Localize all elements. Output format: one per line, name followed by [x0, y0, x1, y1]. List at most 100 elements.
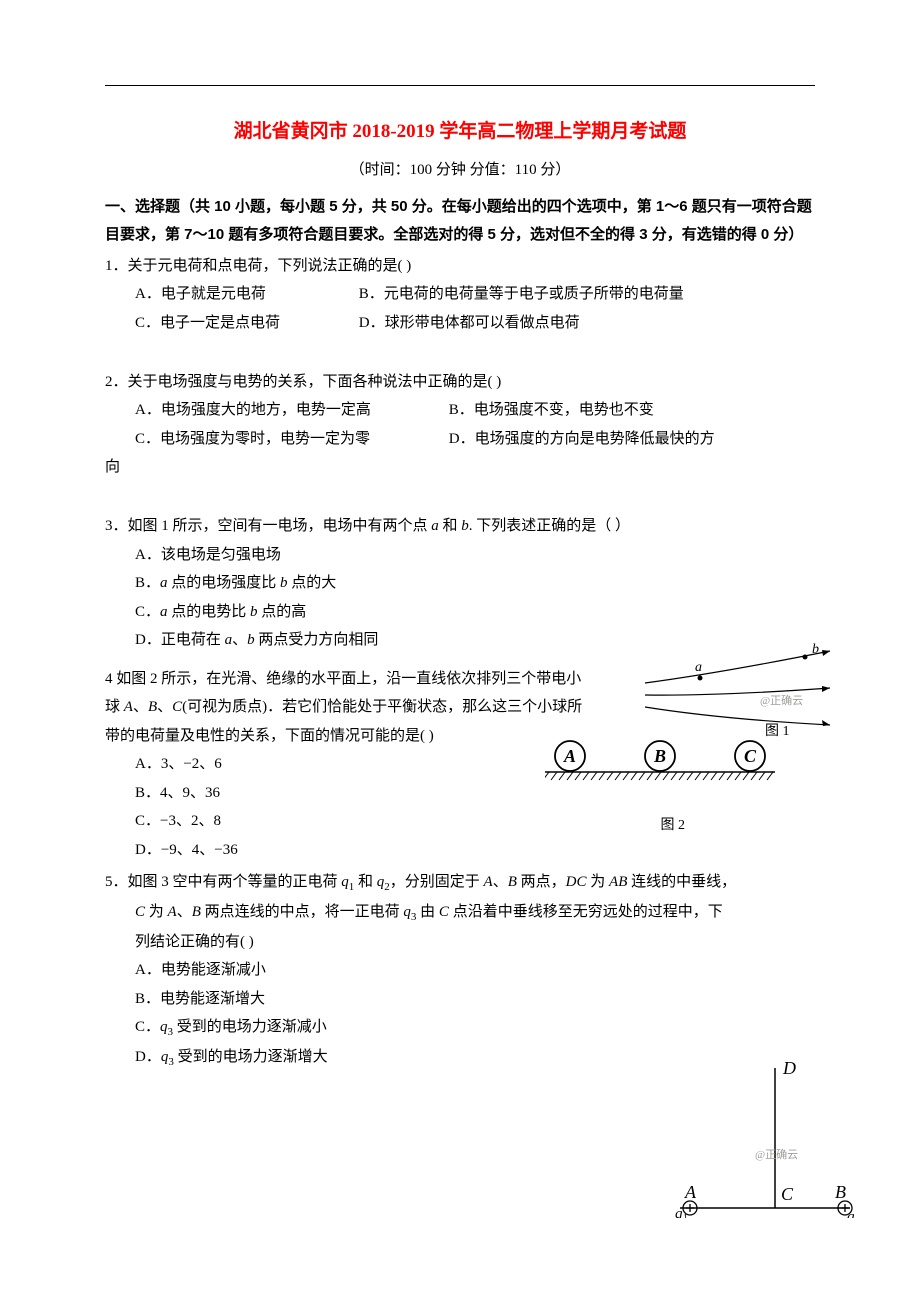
- fig2-A: A: [563, 746, 576, 766]
- q5-A2: A: [168, 904, 177, 920]
- q5-l2-m2: 、: [177, 904, 192, 920]
- q1-stem: 1．关于元电荷和点电荷，下列说法正确的是( ): [105, 252, 815, 281]
- q3-d-post: 两点受力方向相同: [255, 632, 379, 648]
- question-4: a b @正确云 图 1 4 如图 2 所示，在光滑、绝缘的水平面上，沿一直线依…: [105, 665, 815, 865]
- fig3-B: B: [835, 1182, 846, 1202]
- q3-c-a: a: [160, 604, 168, 620]
- q1-opt-d: D．球形带电体都可以看做点电荷: [359, 315, 580, 331]
- figure-2: A B C: [545, 731, 775, 791]
- q5-l2-post: 点沿着中垂线移至无穷远处的过程中，下: [449, 904, 723, 920]
- q5-AB: AB: [609, 874, 627, 890]
- fig3-watermark: @正确云: [755, 1148, 798, 1161]
- q2-options: A．电场强度大的地方，电势一定高 B．电场强度不变，电势也不变: [105, 396, 815, 425]
- q3-c-pre: C．: [135, 604, 160, 620]
- q5-c-q: q: [160, 1019, 168, 1035]
- q5-stem-l1: 5．如图 3 空中有两个等量的正电荷 q1 和 q2，分别固定于 A、B 两点，…: [105, 868, 815, 898]
- q3-stem-pre: 3．如图 1 所示，空间有一电场，电场中有两个点: [105, 518, 431, 534]
- fig3-D: D: [782, 1058, 796, 1078]
- q4-opt-c: C．−3、2、8: [105, 807, 815, 836]
- q3-opt-a: A．该电场是匀强电场: [105, 541, 815, 570]
- q5-l1-mid: ，分别固定于: [390, 874, 484, 890]
- fig3-A: A: [684, 1182, 697, 1202]
- fig1-label-a: a: [695, 660, 702, 675]
- q4-l2-post: (可视为质点)．若它们恰能处于平衡状态，那么这三个小球所: [182, 699, 582, 715]
- q5-stem-l2: C 为 A、B 两点连线的中点，将一正电荷 q3 由 C 点沿着中垂线移至无穷远…: [105, 898, 815, 928]
- q3-c-post: 点的高: [258, 604, 307, 620]
- q5-l2-m4: 由: [416, 904, 439, 920]
- q3-opt-b: B．a 点的电场强度比 b 点的大: [105, 569, 815, 598]
- q5-l2-m1: 为: [145, 904, 168, 920]
- q5-opt-c: C．q3 受到的电场力逐渐减小: [105, 1013, 815, 1043]
- fig3-q1-sub: 1: [683, 1213, 688, 1218]
- q5-l1-m4: 为: [587, 874, 610, 890]
- q5-l2-m3: 两点连线的中点，将一正电荷: [201, 904, 404, 920]
- q3-opt-c: C．a 点的电势比 b 点的高: [105, 598, 815, 627]
- q5-d-post: 受到的电场力逐渐增大: [174, 1049, 328, 1065]
- q5-B: B: [508, 874, 517, 890]
- q4-l2-A: A: [124, 699, 133, 715]
- q3-b-mid: 点的电场强度比: [168, 575, 281, 591]
- q3-d-mid: 、: [232, 632, 247, 648]
- top-rule: [105, 85, 815, 86]
- q3-c-mid: 点的电势比: [168, 604, 251, 620]
- question-5: 5．如图 3 空中有两个等量的正电荷 q1 和 q2，分别固定于 A、B 两点，…: [105, 868, 815, 1073]
- q5-l1-m2: 、: [493, 874, 508, 890]
- q3-b-post: 点的大: [288, 575, 337, 591]
- q5-opt-b: B．电势能逐渐增大: [105, 985, 815, 1014]
- q5-c-pre: C．: [135, 1019, 160, 1035]
- q5-l1-post: 连线的中垂线，: [627, 874, 736, 890]
- q2-opt-d-wrap: 向: [105, 453, 815, 482]
- q1-opt-a: A．电子就是元电荷: [135, 280, 355, 309]
- q3-b-a: a: [160, 575, 168, 591]
- fig1-label-b: b: [812, 643, 819, 657]
- q5-B2: B: [192, 904, 201, 920]
- q5-l1-pre: 5．如图 3 空中有两个等量的正电荷: [105, 874, 341, 890]
- fig3-q2: q: [847, 1209, 855, 1218]
- question-1: 1．关于元电荷和点电荷，下列说法正确的是( ) A．电子就是元电荷 B．元电荷的…: [105, 252, 815, 338]
- q2-opt-b: B．电场强度不变，电势也不变: [449, 402, 654, 418]
- q5-opt-a: A．电势能逐渐减小: [105, 956, 815, 985]
- q5-A: A: [484, 874, 493, 890]
- q5-q1: q: [341, 874, 349, 890]
- q5-q3: q: [403, 904, 411, 920]
- q2-options-2: C．电场强度为零时，电势一定为零 D．电场强度的方向是电势降低最快的方: [105, 425, 815, 454]
- q5-DC: DC: [566, 874, 587, 890]
- q1-opt-c: C．电子一定是点电荷: [135, 309, 355, 338]
- q2-opt-a: A．电场强度大的地方，电势一定高: [135, 396, 445, 425]
- q5-C3: C: [439, 904, 449, 920]
- q5-d-pre: D．: [135, 1049, 161, 1065]
- q5-stem-l3: 列结论正确的有( ): [105, 928, 815, 957]
- q1-opt-b: B．元电荷的电荷量等于电子或质子所带的电荷量: [359, 286, 684, 302]
- q4-l2-B: B: [148, 699, 157, 715]
- exam-title: 湖北省黄冈市 2018-2019 学年高二物理上学期月考试题: [105, 114, 815, 150]
- section-1-header: 一、选择题（共 10 小题，每小题 5 分，共 50 分。在每小题给出的四个选项…: [105, 193, 815, 250]
- q3-stem: 3．如图 1 所示，空间有一电场，电场中有两个点 a 和 b. 下列表述正确的是…: [105, 512, 815, 541]
- q5-l1-and: 和: [354, 874, 377, 890]
- fig3-q1: q: [675, 1206, 683, 1218]
- fig3-C: C: [781, 1184, 794, 1204]
- q2-stem: 2．关于电场强度与电势的关系，下面各种说法中正确的是( ): [105, 368, 815, 397]
- q5-l1-m3: 两点，: [517, 874, 566, 890]
- fig1-watermark: @正确云: [760, 694, 803, 707]
- q1-options: A．电子就是元电荷 B．元电荷的电荷量等于电子或质子所带的电荷量: [105, 280, 815, 309]
- q3-b-pre: B．: [135, 575, 160, 591]
- q3-stem-mid: 和: [439, 518, 462, 534]
- q4-l2-m2: 、: [157, 699, 172, 715]
- q1-options-2: C．电子一定是点电荷 D．球形带电体都可以看做点电荷: [105, 309, 815, 338]
- q4-l2-pre: 球: [105, 699, 124, 715]
- exam-subtitle: （时间：100 分钟 分值：110 分）: [105, 156, 815, 185]
- fig2-B: B: [653, 746, 666, 766]
- q3-b: b: [461, 518, 469, 534]
- figure-2-caption: 图 2: [661, 813, 686, 840]
- question-2: 2．关于电场强度与电势的关系，下面各种说法中正确的是( ) A．电场强度大的地方…: [105, 368, 815, 482]
- fig2-C: C: [744, 746, 757, 766]
- q3-b-b: b: [280, 575, 288, 591]
- q3-d-a: a: [225, 632, 233, 648]
- q5-C2: C: [135, 904, 145, 920]
- q3-d-pre: D．正电荷在: [135, 632, 225, 648]
- q4-l2-m1: 、: [133, 699, 148, 715]
- q3-stem-post: . 下列表述正确的是（ ）: [469, 518, 630, 534]
- q3-a: a: [431, 518, 439, 534]
- figure-3: D A C B q 1 q 2 @正确云: [675, 1058, 855, 1218]
- q3-d-b: b: [247, 632, 255, 648]
